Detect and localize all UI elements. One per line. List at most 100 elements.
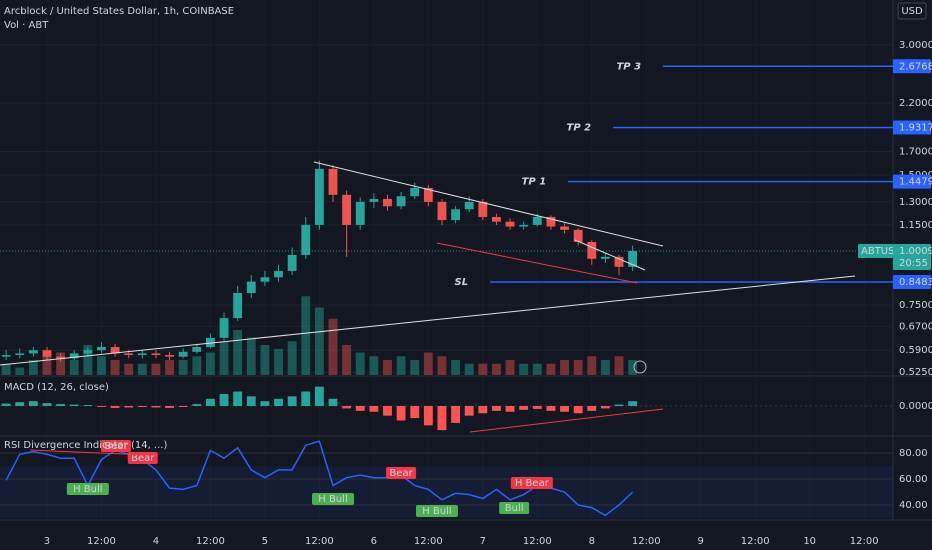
currency[interactable]: USD (901, 6, 923, 17)
volume-bar (423, 352, 433, 375)
x-tick-label: 12:00 (87, 536, 116, 547)
volume-bar (28, 360, 38, 375)
candle-body (342, 194, 352, 225)
volume-bar (205, 352, 215, 375)
macd-bar (287, 396, 297, 406)
level-price: 1.4479 (899, 177, 932, 188)
volume-bar (192, 356, 202, 375)
macd-bar (546, 406, 556, 411)
volume-bar (532, 363, 542, 375)
candle-body (328, 168, 338, 195)
volume-bar (233, 330, 243, 375)
currency-button[interactable] (897, 2, 927, 20)
macd-bar (573, 406, 583, 414)
signal-label: Bear (131, 453, 155, 464)
signal-box (312, 493, 355, 506)
y-tick-label: 0.5900 (899, 345, 932, 356)
macd-bar (328, 398, 338, 406)
signal-box (510, 477, 553, 490)
macd-bar (124, 406, 134, 408)
volume-bar (137, 363, 147, 375)
volume-bar (573, 360, 583, 375)
volume-bar (451, 360, 461, 375)
level-name: TP 1 (522, 177, 547, 188)
y-tick-label: 0.7500 (899, 300, 932, 311)
volume-bar (260, 345, 270, 375)
signal-label: H Bear (515, 478, 550, 489)
macd-bar (505, 406, 515, 412)
signal-label: H Bull (422, 506, 451, 517)
volume-bar (437, 356, 447, 375)
volume-bar (110, 360, 120, 375)
macd-bar (260, 401, 270, 406)
candle-body (110, 347, 120, 354)
level-price-box (893, 120, 931, 135)
volume-bar (505, 360, 515, 375)
candle-body (301, 224, 311, 255)
candle-body (219, 318, 229, 338)
y-tick-label: 0.6700 (899, 321, 932, 332)
candle-body (246, 281, 256, 294)
candle-body (600, 256, 610, 259)
macd-bar (42, 403, 52, 406)
alert-icon[interactable] (633, 360, 647, 374)
trendline (436, 242, 638, 284)
volume-bar (600, 360, 610, 375)
candle-body (423, 187, 433, 202)
x-tick-label: 6 (371, 536, 377, 547)
x-tick-label: 10 (803, 536, 816, 547)
volume-bar (396, 356, 406, 375)
level-price-box (893, 59, 931, 74)
macd-bar (369, 406, 379, 412)
candle-body (532, 216, 542, 225)
macd-bar (301, 391, 311, 406)
trendline (0, 275, 856, 366)
signal-box (415, 505, 458, 518)
candle-body (614, 256, 624, 267)
y-tick-label: 3.0000 (899, 40, 932, 51)
candle-body (178, 351, 188, 357)
symbol-title: Arcblock / United States Dollar, 1h, COI… (4, 6, 234, 17)
volume-bar (383, 360, 392, 375)
candle-body (151, 353, 161, 356)
volume-bar (124, 363, 134, 375)
x-tick-label: 12:00 (632, 536, 661, 547)
volume-bar (369, 356, 379, 375)
signal-label: Bull (505, 503, 524, 514)
signal-box (386, 467, 417, 480)
signal-label: H Bull (318, 494, 347, 505)
candle-body (628, 250, 638, 267)
x-tick-label: 12:00 (850, 536, 879, 547)
volume-bar (56, 352, 66, 375)
candle-body (56, 356, 66, 359)
candle-body (451, 209, 461, 221)
volume-bar (342, 345, 352, 375)
y-tick-label: 40.00 (899, 500, 928, 511)
level-name: TP 2 (567, 123, 592, 134)
macd-bar (137, 406, 147, 407)
x-tick-label: 5 (262, 536, 268, 547)
macd-bar (274, 398, 283, 406)
macd-bar (423, 406, 433, 426)
volume-bar (314, 307, 324, 375)
level-price-box (893, 174, 931, 189)
volume-bar (274, 348, 283, 375)
candle-body (260, 277, 270, 282)
candle-body (69, 353, 79, 359)
macd-bar (246, 396, 256, 406)
volume-bar (97, 356, 106, 375)
volume-bar (165, 360, 174, 375)
volume-bar (519, 363, 529, 375)
current-name: ABTUSD (861, 246, 902, 257)
y-tick-label: 2.2000 (899, 98, 932, 109)
candle-body (560, 226, 569, 230)
macd-bar (383, 406, 392, 416)
candle-body (1, 355, 11, 357)
macd-bar (451, 406, 461, 423)
macd-bar (587, 406, 597, 411)
volume-bar (328, 318, 338, 375)
macd-bar (219, 393, 229, 406)
macd-bar (437, 406, 447, 431)
macd-bar (83, 405, 93, 406)
